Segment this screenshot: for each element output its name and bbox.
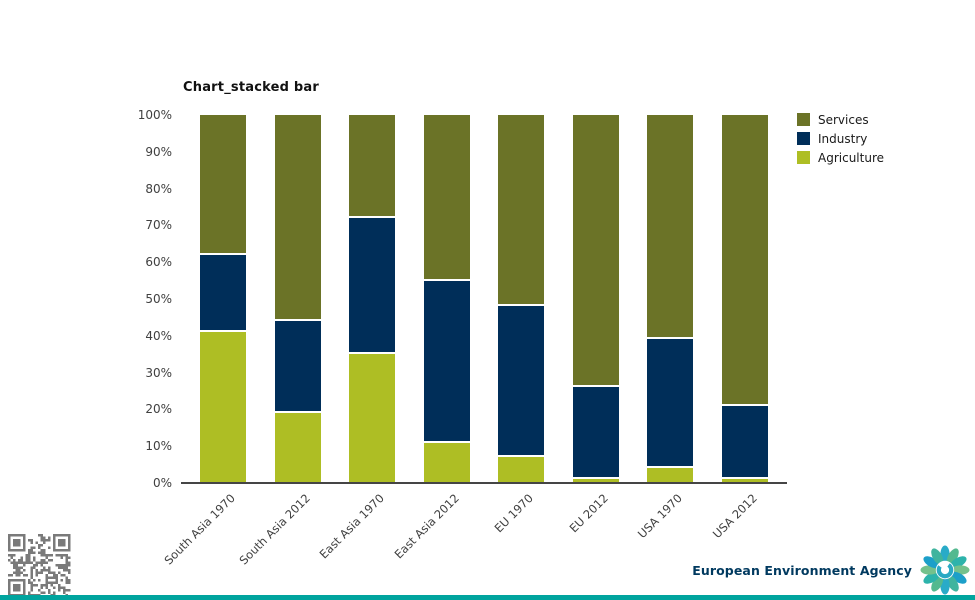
bar-segment-industry-6 (572, 387, 619, 480)
legend-item-label: Services (818, 112, 869, 127)
flower-petal (950, 556, 967, 569)
legend-item-label: Agriculture (818, 150, 884, 165)
footer-color-bar (0, 595, 975, 600)
y-tick-label: 30% (145, 365, 172, 380)
bar-segment-services-4 (423, 115, 470, 281)
bar-segment-industry-4 (423, 280, 470, 443)
flower-petal (946, 575, 959, 592)
bar-segment-services-6 (572, 115, 619, 388)
bar-segment-agriculture-4 (423, 442, 470, 483)
x-axis-line (181, 482, 787, 484)
legend-item: Services (797, 110, 884, 129)
flower-petal (923, 571, 940, 584)
y-tick-label: 50% (145, 292, 172, 306)
chart-title: Chart_stacked bar (183, 80, 319, 95)
flower-petal (950, 571, 967, 584)
bar-segment-services-7 (647, 115, 693, 340)
bar-segment-services-5 (498, 115, 544, 307)
bar-segment-services-2 (274, 115, 321, 322)
bar-segment-agriculture-6 (572, 479, 619, 483)
bar-segment-industry-7 (647, 339, 693, 469)
flower-petal (931, 548, 944, 565)
bar-segment-industry-5 (498, 306, 544, 458)
bar-segment-industry-2 (274, 321, 321, 414)
legend-item-label: Industry (818, 131, 868, 146)
y-tick-label: 0% (152, 476, 172, 490)
bar-segment-agriculture-5 (498, 457, 544, 483)
y-tick-label: 10% (145, 439, 172, 454)
bar-segment-agriculture-8 (721, 479, 768, 483)
flower-petal (923, 556, 940, 569)
legend-item: Agriculture (797, 148, 884, 167)
eea-flower-icon (920, 545, 970, 595)
bar-segment-agriculture-2 (274, 413, 321, 483)
y-tick-label: 80% (145, 181, 172, 196)
bar-segment-services-8 (721, 115, 768, 406)
flower-petal (931, 575, 944, 592)
legend-swatch-icon (797, 151, 810, 164)
y-tick-label: 40% (145, 328, 172, 343)
bar-segment-services-3 (349, 115, 395, 219)
bar-segment-industry-8 (721, 405, 768, 480)
legend: Services Industry Agriculture (797, 110, 884, 167)
y-tick-label: 20% (145, 402, 172, 417)
y-tick-label: 90% (145, 144, 172, 159)
eea-logo: European Environment Agency (692, 545, 971, 595)
bar-segment-industry-3 (349, 218, 395, 355)
qr-code-icon (8, 534, 71, 597)
bar-segment-agriculture-3 (349, 354, 395, 483)
y-tick-label: 70% (145, 218, 172, 233)
bar-segment-industry-1 (200, 254, 246, 333)
legend-item: Industry (797, 129, 884, 148)
y-tick-label: 60% (145, 255, 172, 270)
bar-segment-agriculture-1 (200, 332, 246, 483)
bar-segment-agriculture-7 (647, 468, 693, 483)
bar-segment-services-1 (200, 115, 246, 255)
legend-swatch-icon (797, 132, 810, 145)
flower-petal (946, 548, 959, 565)
legend-swatch-icon (797, 113, 810, 126)
y-tick-label: 100% (137, 108, 172, 122)
eea-agency-name: European Environment Agency (692, 562, 912, 578)
